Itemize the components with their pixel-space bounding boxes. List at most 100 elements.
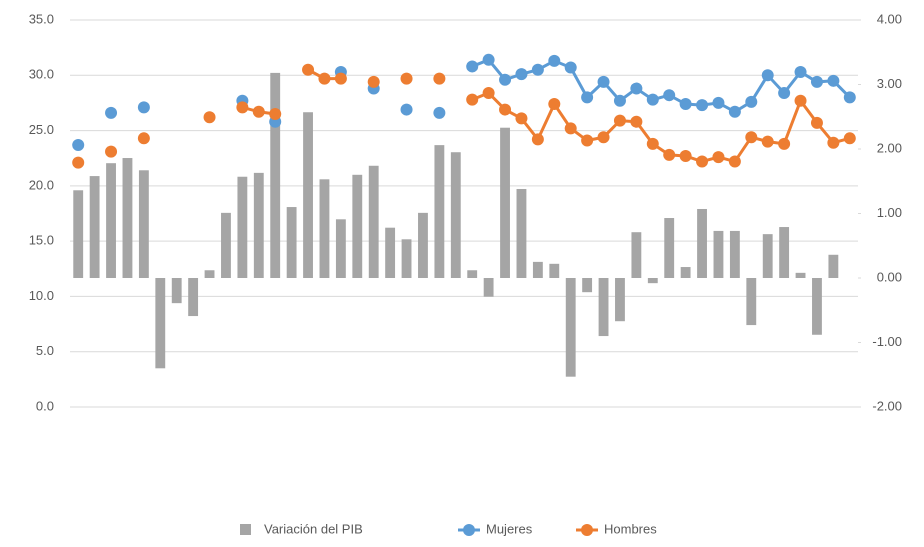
y2-tick-label: 1.00 [877,205,902,220]
bar [188,278,199,317]
bar [483,278,494,297]
marker [482,53,495,66]
marker [646,137,659,150]
marker [810,116,823,129]
marker [581,134,594,147]
y2-tick-label: 0.00 [877,269,902,284]
marker [696,99,709,112]
bar [812,278,822,335]
bar [106,163,116,278]
bar [303,112,313,278]
marker [105,145,118,158]
marker [761,69,774,82]
marker [745,95,758,108]
bar [598,278,609,337]
marker [433,72,446,85]
line [471,58,851,114]
marker [778,86,791,99]
marker [728,105,741,118]
bar [352,174,363,278]
bar [697,208,707,278]
marker [696,155,709,168]
y-tick-label: 15.0 [29,233,54,248]
marker [400,72,413,85]
bar [680,267,691,278]
marker [236,101,249,114]
legend-label: Mujeres [486,521,533,536]
marker [531,133,544,146]
marker [137,132,150,145]
marker [679,150,692,163]
legend-swatch [463,524,475,536]
marker [302,63,315,76]
bar [450,152,461,278]
marker [564,122,577,135]
marker [499,103,512,116]
bar [532,261,543,278]
bar [335,219,346,278]
marker [515,112,528,125]
bar [500,127,510,278]
marker [137,101,150,114]
marker [597,75,610,88]
marker [827,136,840,149]
y2-tick-label: -1.00 [872,334,902,349]
bar [385,227,396,278]
bar [368,165,379,278]
bar [138,170,149,278]
marker [712,96,725,109]
bar [204,270,215,278]
y2-tick-label: 3.00 [877,76,902,91]
marker [318,72,331,85]
y-tick-label: 30.0 [29,67,54,82]
bar [253,172,264,278]
bar [155,278,166,369]
bar [615,278,625,322]
bar [762,234,773,278]
marker [466,60,479,73]
bar [122,158,133,278]
marker [334,72,347,85]
marker [548,54,561,67]
marker [745,131,758,144]
marker [810,75,823,88]
bar [631,232,642,278]
marker [646,93,659,106]
marker [794,94,807,107]
bar [237,176,248,278]
bar [171,278,182,304]
bar [418,212,428,278]
marker [400,103,413,116]
marker [663,89,676,102]
bar [549,263,560,278]
marker [728,155,741,168]
y2-tick-label: -2.00 [872,398,902,413]
bar [582,278,593,293]
marker [72,138,85,151]
marker [761,135,774,148]
bar [319,179,330,278]
bar [401,239,412,278]
marker [630,115,643,128]
marker [712,151,725,164]
marker [613,94,626,107]
bar [647,278,658,284]
legend-swatch [581,524,593,536]
bar [713,230,724,278]
marker [433,106,446,119]
marker [515,68,528,81]
marker [252,105,265,118]
bar [89,176,100,278]
bar [729,230,740,278]
bar [795,272,806,278]
bar [221,212,231,278]
bar [73,190,84,278]
marker [778,137,791,150]
bar [516,188,527,278]
marker [613,114,626,127]
bar [565,278,576,377]
marker [794,65,807,78]
marker [597,131,610,144]
marker [105,106,118,119]
